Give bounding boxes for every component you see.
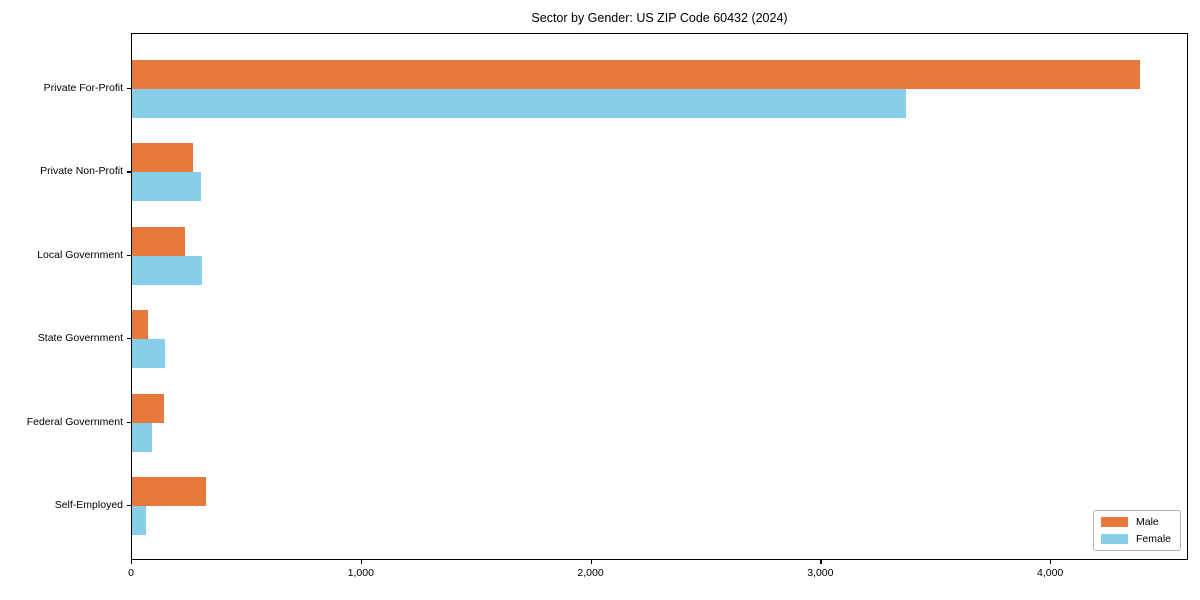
bar-male-self-employed: [132, 477, 206, 506]
x-tick-label-2000: 2,000: [577, 567, 604, 579]
legend-swatch-female: [1100, 534, 1128, 544]
y-tick-label-state-government: State Government: [37, 332, 123, 345]
bar-male-private-non-profit: [132, 143, 193, 173]
y-tick-label-local-government: Local Government: [37, 248, 123, 261]
x-tick-label-4000: 4,000: [1036, 567, 1064, 579]
y-tick-label-federal-government: Federal Government: [26, 415, 123, 428]
legend: Male Female: [1092, 510, 1181, 551]
x-tick-mark: [590, 560, 592, 564]
bar-male-federal-government: [132, 393, 165, 423]
legend-label-female: Female: [1135, 533, 1171, 545]
bar-female-private-for-profit: [132, 89, 907, 118]
y-tick-label-private-for-profit: Private For-Profit: [43, 82, 123, 94]
bar-male-state-government: [132, 310, 149, 340]
y-tick-mark: [127, 254, 131, 256]
legend-row-male: Male: [1100, 516, 1171, 528]
plot-area: Male Female: [131, 33, 1188, 560]
legend-swatch-male: [1100, 517, 1128, 527]
x-tick-label-3000: 3,000: [807, 567, 834, 579]
bar-female-private-non-profit: [132, 172, 201, 202]
x-tick-mark: [1050, 560, 1052, 564]
y-tick-label-self-employed: Self-Employed: [54, 499, 123, 511]
y-tick-mark: [127, 505, 131, 507]
bar-male-private-for-profit: [132, 60, 1140, 89]
y-tick-mark: [127, 171, 131, 173]
bar-male-local-government: [132, 226, 185, 256]
chart-title: Sector by Gender: US ZIP Code 60432 (202…: [531, 11, 788, 25]
bar-female-local-government: [132, 255, 203, 285]
y-tick-mark: [127, 421, 131, 423]
y-tick-mark: [127, 338, 131, 340]
x-tick-mark: [820, 560, 822, 564]
x-tick-mark: [131, 560, 133, 564]
y-tick-mark: [127, 88, 131, 90]
bar-female-state-government: [132, 339, 166, 369]
bar-female-self-employed: [132, 506, 146, 535]
legend-row-female: Female: [1100, 533, 1171, 545]
legend-label-male: Male: [1135, 516, 1159, 528]
x-tick-label-0: 0: [128, 567, 134, 579]
y-tick-label-private-non-profit: Private Non-Profit: [40, 165, 123, 178]
bar-female-federal-government: [132, 422, 153, 452]
x-tick-mark: [360, 560, 362, 564]
x-tick-label-1000: 1,000: [347, 567, 374, 579]
